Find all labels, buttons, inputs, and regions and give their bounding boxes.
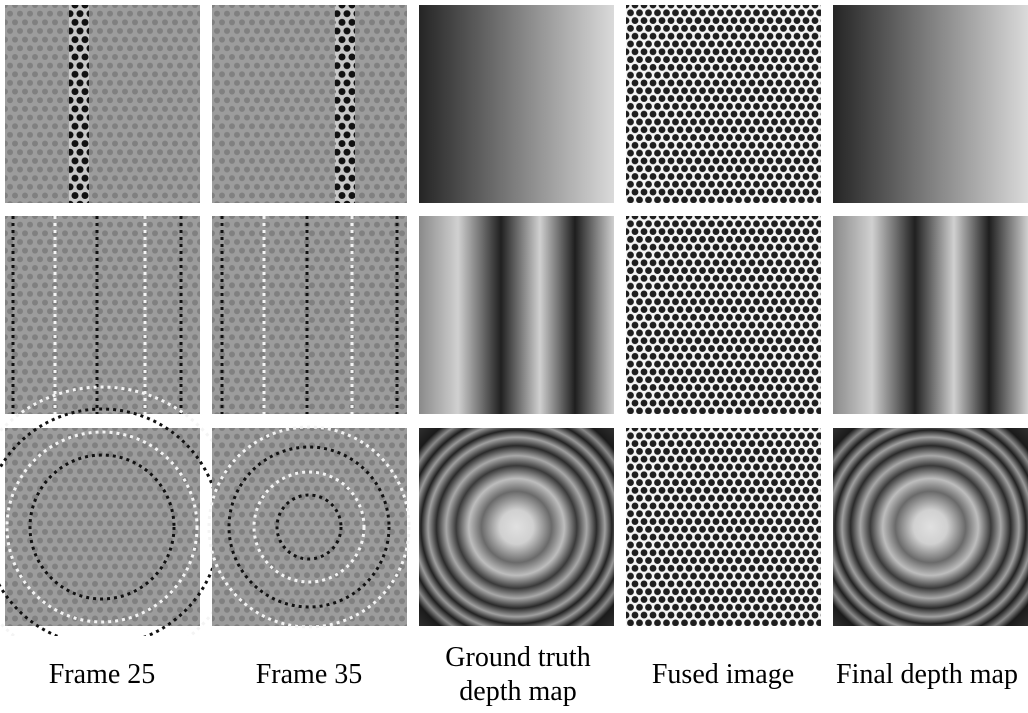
caption: Frame 35 [209, 636, 409, 713]
panel [626, 428, 821, 626]
panel-image [626, 428, 821, 626]
panel-image [5, 216, 200, 414]
panel-image [833, 428, 1028, 626]
panel [212, 5, 407, 203]
panel-image [5, 5, 200, 203]
panel [419, 5, 614, 203]
panel-image [419, 428, 614, 626]
caption: Fused image [623, 636, 823, 713]
panel-image [833, 216, 1028, 414]
focus-strip [335, 5, 355, 203]
image-grid [0, 0, 1028, 636]
panel [626, 216, 821, 414]
panel-image [419, 216, 614, 414]
panel [5, 5, 200, 203]
panel [833, 428, 1028, 626]
panel [5, 216, 200, 414]
panel-image [5, 428, 200, 626]
panel-image [212, 5, 407, 203]
panel-image [212, 216, 407, 414]
focus-strip [69, 5, 89, 203]
caption: Frame 25 [2, 636, 202, 713]
panel [833, 216, 1028, 414]
panel-image [626, 5, 821, 203]
panel [626, 5, 821, 203]
panel [833, 5, 1028, 203]
panel-image [626, 216, 821, 414]
caption: Ground truth depth map [416, 636, 620, 713]
panel [419, 428, 614, 626]
panel [212, 216, 407, 414]
panel-image [212, 428, 407, 626]
panel-image [419, 5, 614, 203]
panel [209, 427, 409, 627]
panel-image [833, 5, 1028, 203]
figure: Frame 25 Frame 35 Ground truth depth map… [0, 0, 1028, 713]
panel [419, 216, 614, 414]
caption: Final depth map [832, 636, 1022, 713]
panel [0, 387, 242, 636]
